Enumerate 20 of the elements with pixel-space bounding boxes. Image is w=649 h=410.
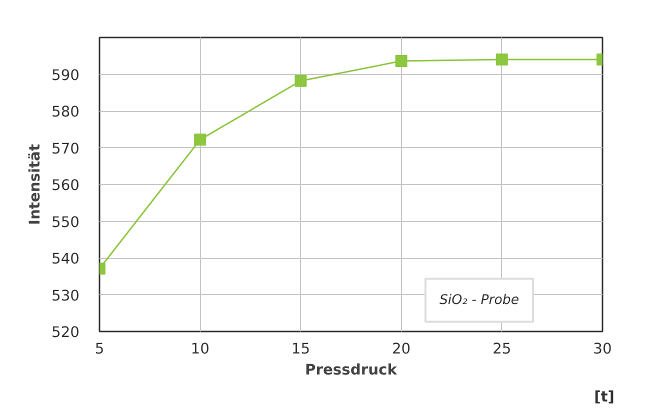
text: [t] — [594, 388, 615, 406]
y-tick-label: 530 — [52, 287, 80, 304]
x-axis-title: Pressdruck — [305, 362, 398, 378]
x-tick-label: 10 — [190, 340, 210, 358]
x-tick-label: 5 — [94, 340, 104, 358]
point — [294, 74, 307, 87]
annotation: SiO₂ - Probe — [439, 292, 520, 308]
y-axis-title: Intensität — [26, 144, 44, 225]
x-tick-label: 20 — [392, 340, 411, 358]
y-tick-label: 560 — [52, 177, 80, 194]
y-tick-label: 590 — [52, 66, 80, 84]
x-tick-label: 15 — [291, 340, 310, 358]
y-tick-label: 520 — [52, 324, 80, 341]
y-tick-label: 540 — [52, 250, 80, 268]
point — [395, 55, 408, 68]
y-tick-label: 550 — [52, 214, 80, 231]
x-tick-label: 30 — [593, 340, 612, 358]
y-tick-label: 580 — [52, 104, 80, 120]
x-tick-label: 25 — [492, 340, 512, 358]
y-tick-label: 570 — [52, 140, 80, 158]
